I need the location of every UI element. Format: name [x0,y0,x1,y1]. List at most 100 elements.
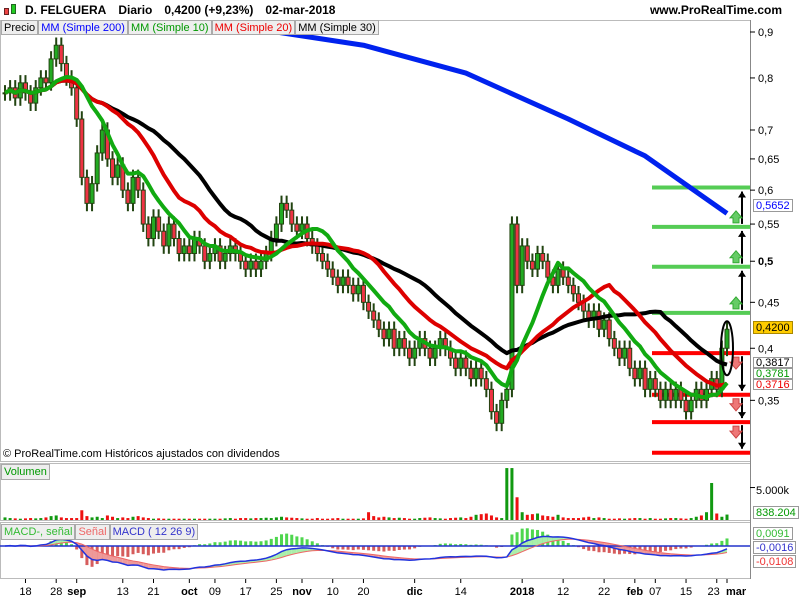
candle-body [412,347,418,359]
candle-body [478,367,484,380]
volume-bar [356,518,360,520]
volume-bar [13,518,17,520]
macd-histogram-bar [510,534,514,546]
volume-bar [392,518,396,520]
candle-body [391,328,397,349]
volume-bar [172,518,176,520]
volume-bar [269,518,273,520]
candle-body [202,245,208,262]
candle-body [248,260,254,270]
macd-histogram-bar [397,546,401,550]
candle-body [637,367,643,380]
small-up-arrow-icon [728,210,744,224]
site-link[interactable]: www.ProRealTime.com [649,3,782,17]
macd-histogram-bar [602,546,606,553]
volume-bar [49,516,53,520]
y-tick-label: 0,55 [758,219,779,231]
volume-bar [223,518,227,520]
volume-bar [326,518,330,520]
volume-bar [454,517,458,520]
volume-bar [295,518,299,520]
volume-bar [126,518,130,520]
macd-histogram-bar [715,543,719,546]
legend-ma200[interactable]: MM (Simple 200) [38,20,128,35]
macd-histogram-bar [341,546,345,550]
volume-bar [75,518,79,520]
volume-bar [500,518,504,520]
volume-bar [587,516,591,520]
macd-histogram-bar [438,543,442,546]
volume-bar [669,518,673,520]
candle-body [545,260,551,278]
candle-body [647,378,653,390]
x-tick-label: 10 [327,586,339,598]
x-tick-label: sep [67,586,86,598]
macd-histogram-bar [80,546,84,559]
last-price: 0,4200 (+9,23%) [164,3,254,17]
macd-histogram-bar [172,546,176,550]
volume-panel-frame [0,463,751,521]
macd-histogram-bar [561,540,565,546]
x-tick-label: 14 [455,586,467,598]
macd-fill [271,554,277,561]
candle-body [663,388,669,401]
macd-hist-label[interactable]: MACD-, señal [1,524,76,540]
volume-bar [151,518,155,520]
volume-bar [29,518,33,520]
candle-body [335,276,341,286]
badge-ma20: 0,3716 [753,379,793,391]
macd-histogram-bar [285,533,289,546]
candle-body [79,118,85,178]
candle-body [427,347,433,359]
volume-bar [233,518,237,520]
candle-body [386,328,392,340]
x-tick-label: 13 [117,586,129,598]
legend-ma20[interactable]: MM (Simple 20) [211,20,296,35]
volume-bar [264,517,268,520]
macd-signal-label[interactable]: Señal [75,524,110,540]
macd-histogram-bar [582,546,586,550]
volume-bar [285,517,289,520]
legend-ma10[interactable]: MM (Simple 10) [127,20,212,35]
candle-body [616,347,622,359]
macd-fill [547,536,553,543]
volume-bar [623,518,627,520]
volume-bar [167,518,171,520]
volume-bar [715,513,719,520]
y-tick-label: 0,4 [758,343,773,355]
volume-bar [469,516,473,520]
volume-bar [443,518,447,520]
y-tick-label: 0,8 [758,73,773,85]
volume-bar [177,518,181,520]
volume-bar [679,518,683,520]
small-up-arrow-icon [728,296,744,310]
volume-bar [157,518,161,520]
volume-bar [459,517,463,520]
volume-bar [464,518,468,520]
candle-body [576,293,582,303]
candle-body [540,253,546,262]
macd-fill [296,547,302,554]
volume-bar [592,518,596,520]
legend-price[interactable]: Precio [1,20,39,35]
macd-histogram-bar [295,536,299,546]
macd-fill [102,552,108,561]
candles [2,37,730,432]
candle-body [325,260,331,270]
legend-ma30[interactable]: MM (Simple 30) [295,20,379,35]
macd-line-label[interactable]: MACD ( 12 26 9) [109,524,199,540]
candle-body [499,399,505,424]
candle-body [289,209,295,225]
candle-body [279,202,285,225]
macd-histogram-bar [269,538,273,546]
candle-body [524,245,530,262]
small-down-arrow-icon [728,398,744,412]
volume-label[interactable]: Volumen [1,464,50,480]
macd-histogram-bar [408,546,412,550]
volume-bar [710,482,714,520]
y-tick-label: 0,5 [758,256,773,268]
macd-histogram-bar [116,546,120,557]
candle-body [468,367,474,380]
volume-bar [44,517,48,520]
